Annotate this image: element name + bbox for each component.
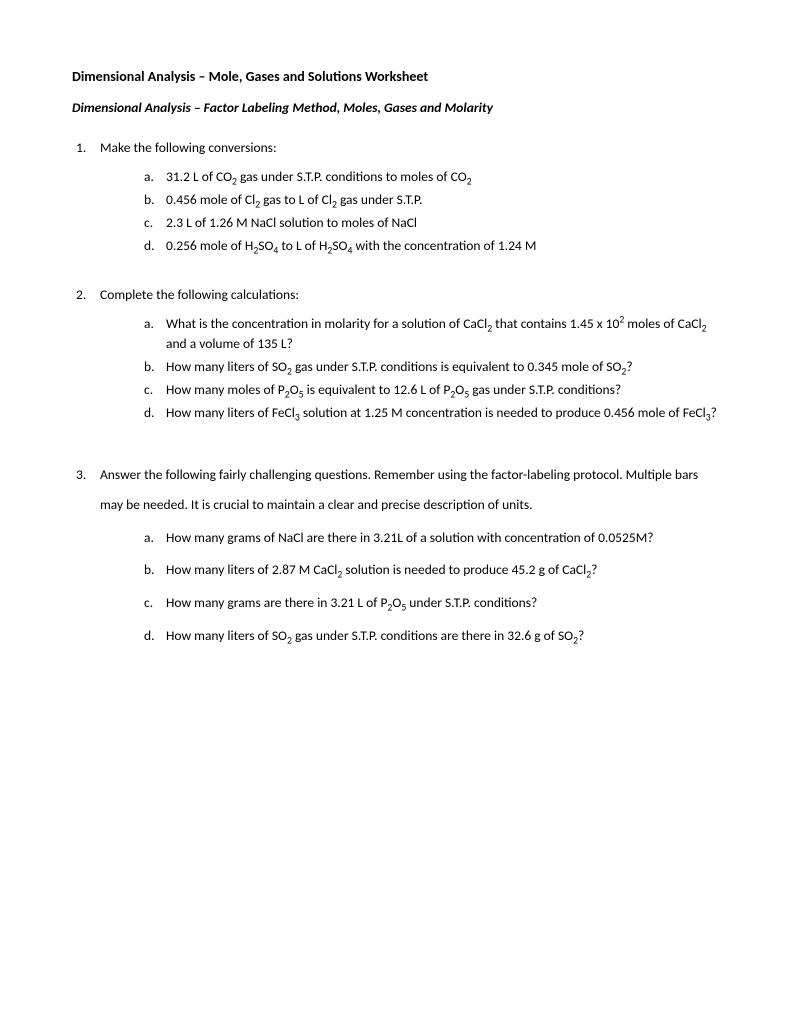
question-3-stem: 3. Answer the following fairly challengi… xyxy=(72,460,719,519)
q3-item-b: b. How many liters of 2.87 M CaCl2 soluti… xyxy=(144,560,719,581)
q2-text-d: How many liters of FeCl3 solution at 1.2… xyxy=(166,404,717,421)
q3-letter-c: c. xyxy=(144,593,153,614)
q1-item-d: d. 0.256 mole of H2SO4 to L of H2SO4 with… xyxy=(144,236,719,257)
question-1-items: a. 31.2 L of CO2 gas under S.T.P. conditi… xyxy=(72,167,719,257)
q2-item-c: c. How many moles of P2O5 is equivalent t… xyxy=(144,380,719,401)
question-1: 1. Make the following conversions: a. 31.… xyxy=(72,138,719,257)
q1-text-c: 2.3 L of 1.26 M NaCl solution to moles o… xyxy=(166,214,417,231)
q2-text-a: What is the concentration in molarity fo… xyxy=(166,315,707,353)
q1-text-d: 0.256 mole of H2SO4 to L of H2SO4 with t… xyxy=(166,237,536,254)
q1-letter-c: c. xyxy=(144,213,153,234)
q2-item-b: b. How many liters of SO2 gas under S.T.P… xyxy=(144,357,719,378)
question-3-number: 3. xyxy=(76,460,86,490)
q3-letter-b: b. xyxy=(144,560,155,581)
q2-letter-d: d. xyxy=(144,403,155,424)
question-2-items: a. What is the concentration in molarity … xyxy=(72,314,719,425)
q1-text-b: 0.456 mole of Cl2 gas to L of Cl2 gas un… xyxy=(166,191,423,208)
question-1-stem: 1. Make the following conversions: xyxy=(72,138,719,159)
q2-item-d: d. How many liters of FeCl3 solution at 1… xyxy=(144,403,719,424)
question-3: 3. Answer the following fairly challengi… xyxy=(72,460,719,647)
q3-text-c: How many grams are there in 3.21 L of P2… xyxy=(166,594,537,611)
question-3-items: a. How many grams of NaCl are there in 3.… xyxy=(72,528,719,648)
q3-text-d: How many liters of SO2 gas under S.T.P. … xyxy=(166,627,584,644)
q3-letter-d: d. xyxy=(144,626,155,647)
question-2-stem: 2. Complete the following calculations: xyxy=(72,285,719,306)
q2-text-c: How many moles of P2O5 is equivalent to … xyxy=(166,381,621,398)
q3-item-c: c. How many grams are there in 3.21 L of … xyxy=(144,593,719,614)
q1-letter-d: d. xyxy=(144,236,155,257)
q2-item-a: a. What is the concentration in molarity … xyxy=(144,314,719,356)
q1-item-c: c. 2.3 L of 1.26 M NaCl solution to moles… xyxy=(144,213,719,234)
question-3-text: Answer the following fairly challenging … xyxy=(100,466,698,513)
q2-letter-c: c. xyxy=(144,380,153,401)
q1-item-a: a. 31.2 L of CO2 gas under S.T.P. conditi… xyxy=(144,167,719,188)
q1-item-b: b. 0.456 mole of Cl2 gas to L of Cl2 gas … xyxy=(144,190,719,211)
q1-letter-b: b. xyxy=(144,190,155,211)
question-2-text: Complete the following calculations: xyxy=(100,286,299,303)
q2-letter-b: b. xyxy=(144,357,155,378)
question-2: 2. Complete the following calculations: … xyxy=(72,285,719,425)
worksheet-subtitle: Dimensional Analysis – Factor Labeling M… xyxy=(72,99,719,116)
q3-item-a: a. How many grams of NaCl are there in 3.… xyxy=(144,528,719,549)
question-1-text: Make the following conversions: xyxy=(100,139,277,156)
q2-letter-a: a. xyxy=(144,314,154,335)
q3-letter-a: a. xyxy=(144,528,154,549)
question-1-number: 1. xyxy=(76,138,86,159)
q1-letter-a: a. xyxy=(144,167,154,188)
q3-text-a: How many grams of NaCl are there in 3.21… xyxy=(166,529,654,546)
q3-text-b: How many liters of 2.87 M CaCl2 solution… xyxy=(166,561,597,578)
question-2-number: 2. xyxy=(76,285,86,306)
q1-text-a: 31.2 L of CO2 gas under S.T.P. condition… xyxy=(166,168,472,185)
q3-item-d: d. How many liters of SO2 gas under S.T.P… xyxy=(144,626,719,647)
q2-text-b: How many liters of SO2 gas under S.T.P. … xyxy=(166,358,633,375)
worksheet-title: Dimensional Analysis – Mole, Gases and S… xyxy=(72,68,719,85)
